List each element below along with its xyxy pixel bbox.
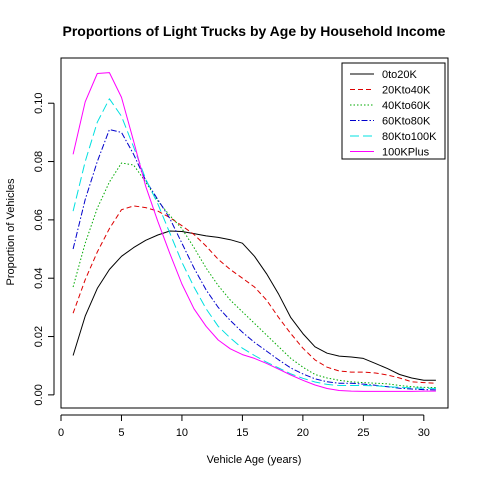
legend-label: 100KPlus [382,147,430,159]
series-line-20kto40k [72,205,436,384]
series-line-60kto80k [72,129,436,391]
legend-label: 80Kto100K [382,131,437,143]
y-tick-label: 0.06 [33,209,45,230]
x-axis: 0 5 10 15 20 25 30 [58,414,430,439]
y-axis: 0.00 0.02 0.04 0.06 0.08 0.10 [33,92,55,406]
x-tick-label: 0 [58,427,64,439]
y-tick-label: 0.08 [33,151,45,172]
x-tick-label: 15 [236,427,248,439]
x-tick-label: 10 [176,427,188,439]
legend-label: 0to20K [382,69,418,81]
y-tick-label: 0.02 [33,326,45,347]
y-tick-label: 0.00 [33,384,45,405]
x-axis-label: Vehicle Age (years) [207,454,302,466]
legend-box [341,62,446,160]
y-axis-label: Proportion of Vehicles [5,178,17,286]
y-tick-label: 0.10 [33,92,45,113]
x-tick-label: 20 [297,427,309,439]
legend: 0to20K 20Kto40K 40Kto60K 60Kto80K 80Kto100K 1… [341,62,446,160]
x-tick-label: 5 [118,427,124,439]
series-line-0to20k [72,230,436,381]
x-tick-label: 30 [418,427,430,439]
x-tick-label: 25 [357,427,369,439]
y-tick-label: 0.04 [33,267,45,288]
legend-label: 60Kto80K [382,116,431,128]
legend-label: 40Kto60K [382,100,431,112]
series-line-100kplus [72,72,436,392]
series-line-80kto100k [72,98,436,389]
legend-label: 20Kto40K [382,85,431,97]
series-line-40kto60k [72,162,436,389]
series-layer [72,72,436,392]
plot-frame [60,57,449,409]
chart-title: Proportions of Light Trucks by Age by Ho… [63,23,446,39]
